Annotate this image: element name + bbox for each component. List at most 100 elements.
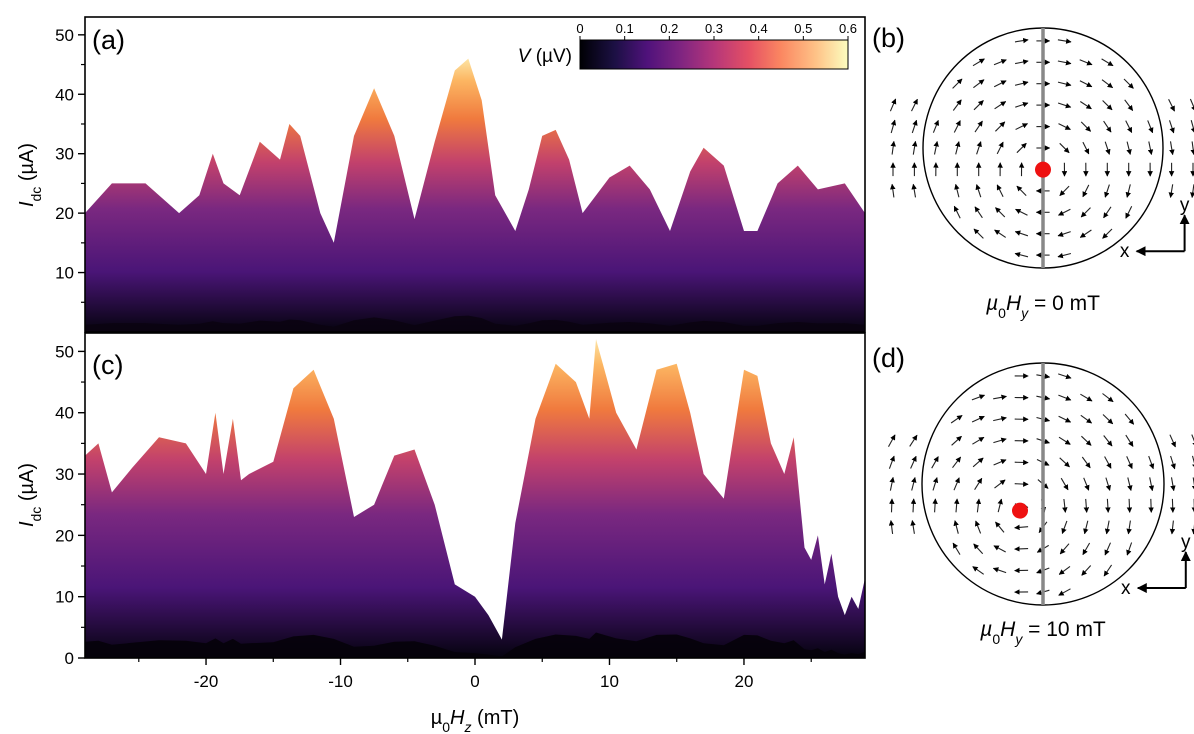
- field-arrow: [1059, 543, 1070, 555]
- y-tick-label-c: 20: [55, 526, 74, 545]
- x-axis-letter: x: [1121, 578, 1131, 599]
- colorbar-tick-label: 0.4: [750, 21, 768, 36]
- y-tick-label-a: 40: [55, 85, 74, 104]
- field-arrow: [1079, 59, 1093, 66]
- colorbar-ticks: 0 0.1 0.2 0.3 0.4 0.5 0.6: [576, 21, 857, 40]
- panel-label-a: (a): [92, 25, 125, 55]
- field-arrow: [1083, 498, 1090, 513]
- field-arrow: [1169, 434, 1176, 448]
- field-arrow: [972, 58, 985, 67]
- field-arrow: [932, 477, 939, 491]
- field-arrow: [890, 119, 897, 134]
- field-arrow: [1016, 185, 1027, 196]
- field-arrow: [889, 498, 895, 513]
- field-arrow: [993, 545, 1006, 553]
- y-axis-label-a: Idc (µA): [16, 143, 44, 207]
- field-arrow: [1189, 98, 1194, 112]
- y-ticks-c: 0 10 20 30 40 50: [55, 342, 85, 668]
- field-arrow: [1081, 435, 1092, 446]
- field-arrow: [1170, 477, 1176, 492]
- field-arrow: [1101, 79, 1114, 89]
- field-arrow: [1125, 434, 1134, 447]
- panel-a-heatmap: [85, 58, 865, 332]
- field-arrow: [1083, 520, 1089, 535]
- field-arrow: [993, 437, 1007, 444]
- vortex-core-marker: [1012, 502, 1028, 519]
- inset-b-field-label: µ0Hy = 0 mT: [985, 292, 1100, 321]
- field-arrow: [1148, 498, 1154, 513]
- field-arrow: [996, 141, 1004, 155]
- field-arrow: [950, 414, 963, 424]
- y-axis-letter: y: [1181, 532, 1191, 553]
- x-ticks: -20 -10 0 10 20: [138, 658, 812, 691]
- colorbar-tick-label: 0.6: [839, 21, 857, 36]
- field-arrow: [973, 543, 984, 555]
- x-tick-label: -10: [328, 672, 353, 691]
- field-arrow: [953, 205, 961, 219]
- field-arrow: [1125, 120, 1133, 133]
- field-arrow: [952, 99, 962, 111]
- field-arrow: [974, 520, 982, 534]
- field-arrow: [1081, 456, 1091, 469]
- y-tick-label-c: 30: [55, 465, 74, 484]
- field-arrow: [1105, 477, 1111, 491]
- field-arrow: [909, 434, 918, 447]
- field-arrow: [890, 183, 896, 198]
- y-tick-label-c: 50: [55, 342, 74, 361]
- inset-d-vortex-map: yx: [888, 362, 1194, 606]
- field-arrow: [1125, 184, 1131, 198]
- field-arrow: [1079, 80, 1093, 88]
- field-arrow: [1148, 477, 1155, 492]
- y-tick-label-a: 20: [55, 204, 74, 223]
- field-arrow: [888, 520, 895, 534]
- field-arrow: [1080, 121, 1091, 132]
- field-arrow: [1014, 546, 1029, 552]
- field-arrow: [1082, 542, 1091, 556]
- field-arrow: [1104, 520, 1111, 535]
- plot-frame-a: [84, 16, 866, 333]
- field-arrow: [1082, 184, 1090, 198]
- field-arrow: [1058, 588, 1071, 596]
- field-arrow: [951, 435, 962, 446]
- field-arrow: [994, 479, 1006, 489]
- field-arrow: [932, 119, 940, 133]
- field-arrow: [975, 184, 982, 198]
- field-arrow: [911, 140, 918, 155]
- field-arrow: [1124, 99, 1134, 111]
- field-arrow: [1103, 120, 1112, 133]
- y-tick-label-a: 30: [55, 145, 74, 164]
- field-arrow: [1058, 565, 1071, 575]
- field-arrow: [993, 459, 1007, 466]
- field-arrow: [1123, 78, 1134, 89]
- field-arrow: [975, 498, 982, 513]
- colorbar-tick-label: 0.2: [660, 21, 678, 36]
- field-arrow: [1014, 252, 1029, 258]
- field-arrow: [1104, 456, 1112, 469]
- field-arrow: [1080, 393, 1093, 402]
- field-arrow: [1102, 414, 1114, 425]
- field-arrow: [1147, 141, 1154, 156]
- field-arrow: [1014, 524, 1029, 531]
- vortex-core-marker: [1035, 161, 1051, 178]
- field-arrow: [994, 229, 1007, 238]
- field-arrow: [1058, 123, 1071, 130]
- field-arrow: [1102, 100, 1113, 111]
- field-arrow: [1014, 59, 1029, 65]
- colorbar-tick-label: 0.3: [705, 21, 723, 36]
- field-arrow: [974, 206, 983, 219]
- field-arrow: [911, 119, 918, 134]
- x-axis-label: µ0Hz (mT): [431, 707, 520, 734]
- field-arrow: [1057, 59, 1072, 66]
- field-arrow: [993, 394, 1007, 400]
- field-arrow: [972, 457, 984, 468]
- heatmap-darkband-c: [85, 632, 865, 658]
- field-arrow: [1103, 206, 1112, 219]
- field-arrow: [972, 566, 985, 575]
- field-arrow: [995, 121, 1006, 132]
- field-arrow: [953, 120, 961, 133]
- field-arrow: [953, 498, 960, 513]
- field-arrow: [993, 416, 1007, 422]
- field-arrow: [1080, 414, 1093, 424]
- field-arrow: [1103, 564, 1113, 577]
